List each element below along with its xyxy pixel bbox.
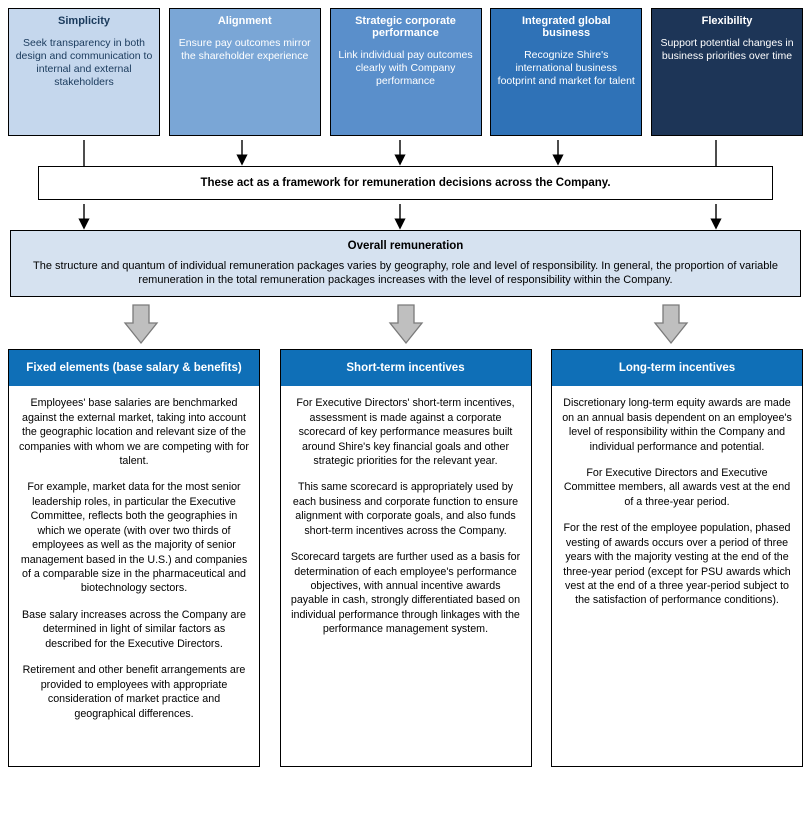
column-para: Retirement and other benefit arrangement… [19, 663, 249, 721]
principle-body: Support potential changes in business pr… [658, 37, 796, 63]
arrow-single-svg [8, 204, 803, 230]
column-title: Fixed elements (base salary & benefits) [26, 361, 241, 375]
principle-title: Strategic corporate performance [337, 15, 475, 39]
block-arrow-icon [386, 303, 426, 345]
column-body: Employees' base salaries are benchmarked… [9, 386, 259, 766]
column-header: Long-term incentives [552, 350, 802, 386]
column-fixed-elements: Fixed elements (base salary & benefits) … [8, 349, 260, 767]
principles-row: Simplicity Seek transparency in both des… [8, 8, 803, 136]
block-arrow-icon [121, 303, 161, 345]
incentive-columns: Fixed elements (base salary & benefits) … [8, 349, 803, 767]
column-header: Short-term incentives [281, 350, 531, 386]
column-short-term: Short-term incentives For Executive Dire… [280, 349, 532, 767]
overall-body: The structure and quantum of individual … [25, 259, 786, 289]
column-body: Discretionary long-term equity awards ar… [552, 386, 802, 766]
column-para: Base salary increases across the Company… [19, 608, 249, 651]
column-para: For the rest of the employee population,… [562, 521, 792, 608]
column-title: Long-term incentives [619, 361, 735, 375]
column-para: For example, market data for the most se… [19, 480, 249, 596]
principle-body: Link individual pay outcomes clearly wit… [337, 49, 475, 88]
principle-body: Seek transparency in both design and com… [15, 37, 153, 90]
column-para: Discretionary long-term equity awards ar… [562, 396, 792, 454]
principle-title: Simplicity [15, 15, 153, 27]
principle-body: Ensure pay outcomes mirror the sharehold… [176, 37, 314, 63]
column-para: Employees' base salaries are benchmarked… [19, 396, 249, 468]
block-arrow-icon [651, 303, 691, 345]
column-para: Scorecard targets are further used as a … [291, 550, 521, 637]
overall-remuneration-box: Overall remuneration The structure and q… [10, 230, 801, 297]
principle-global: Integrated global business Recognize Shi… [490, 8, 642, 136]
arrows-principles-to-framework [8, 140, 803, 166]
principle-simplicity: Simplicity Seek transparency in both des… [8, 8, 160, 136]
wide-arrows-row [8, 303, 803, 345]
column-para: For Executive Directors' short-term ince… [291, 396, 521, 468]
column-header: Fixed elements (base salary & benefits) [9, 350, 259, 386]
framework-statement: These act as a framework for remuneratio… [38, 166, 773, 200]
principle-alignment: Alignment Ensure pay outcomes mirror the… [169, 8, 321, 136]
principle-strategic: Strategic corporate performance Link ind… [330, 8, 482, 136]
principle-body: Recognize Shire's international business… [497, 49, 635, 88]
arrow-framework-to-overall [8, 204, 803, 230]
column-para: For Executive Directors and Executive Co… [562, 466, 792, 509]
principle-title: Integrated global business [497, 15, 635, 39]
arrow-row-svg [8, 140, 803, 166]
column-title: Short-term incentives [346, 361, 464, 375]
overall-title: Overall remuneration [25, 239, 786, 255]
principle-title: Alignment [176, 15, 314, 27]
column-body: For Executive Directors' short-term ince… [281, 386, 531, 766]
column-para: This same scorecard is appropriately use… [291, 480, 521, 538]
column-long-term: Long-term incentives Discretionary long-… [551, 349, 803, 767]
principle-title: Flexibility [658, 15, 796, 27]
principle-flexibility: Flexibility Support potential changes in… [651, 8, 803, 136]
